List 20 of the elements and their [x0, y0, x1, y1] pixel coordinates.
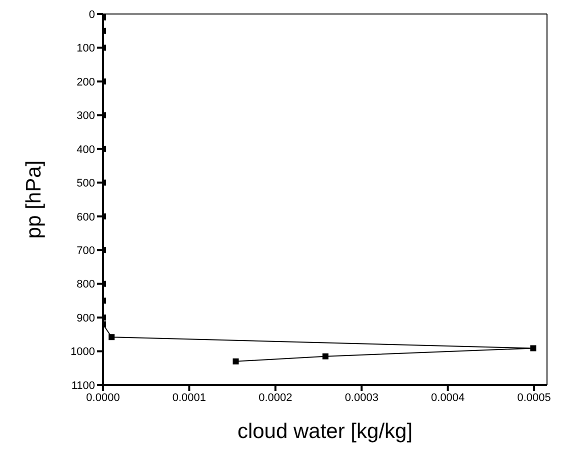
y-tick-label: 200	[76, 76, 95, 88]
y-tick-label: 300	[76, 110, 95, 122]
y-axis-title: pp [hPa]	[22, 160, 46, 239]
y-tick-label: 600	[76, 211, 95, 224]
y-tick-label: 800	[76, 278, 95, 291]
x-tick-label: 0.0005	[517, 392, 551, 404]
y-tick-label: 400	[76, 144, 95, 156]
x-tick-label: 0.0004	[431, 392, 465, 404]
x-axis-title: cloud water [kg/kg]	[237, 420, 413, 443]
y-tick-label: 900	[76, 312, 95, 324]
x-tick-label: 0.0002	[258, 392, 292, 404]
x-tick-label: 0.0001	[172, 392, 206, 404]
y-tick-label: 700	[76, 244, 95, 257]
y-tick-label: 1100	[71, 380, 95, 392]
x-tick-label: 0.0003	[344, 392, 378, 404]
y-tick-label: 0	[88, 8, 95, 21]
y-tick-label: 500	[76, 178, 95, 190]
x-tick-label: 0.0000	[86, 392, 120, 404]
y-tick-label: 1000	[70, 346, 95, 358]
y-tick-label: 100	[76, 42, 95, 55]
